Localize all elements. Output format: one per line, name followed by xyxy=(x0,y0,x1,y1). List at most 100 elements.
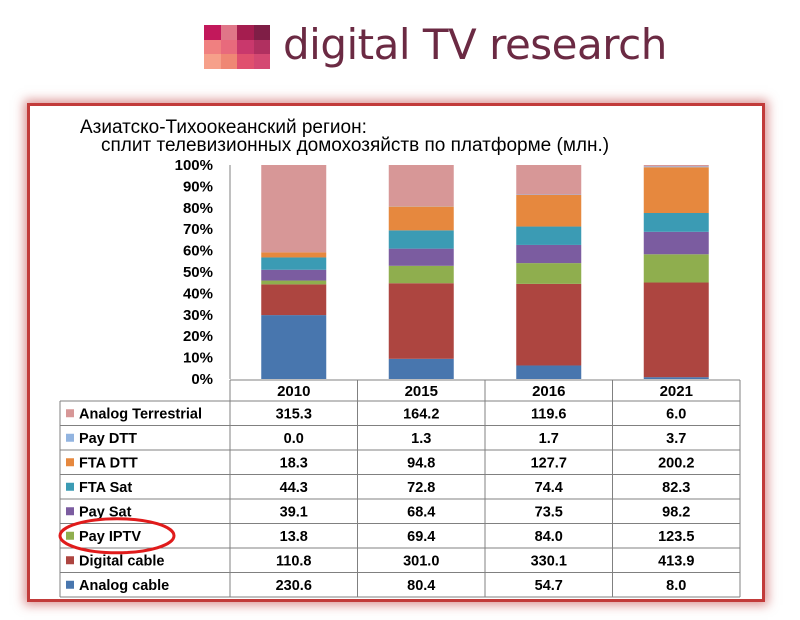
x-category-label: 2021 xyxy=(660,383,693,400)
logo-square xyxy=(204,25,221,40)
legend-swatch xyxy=(66,507,74,516)
logo-square xyxy=(253,25,270,40)
data-label: 110.8 xyxy=(276,553,312,569)
data-label: 123.5 xyxy=(658,529,694,545)
bar-segment xyxy=(261,284,327,316)
bar-segment xyxy=(388,265,454,284)
legend-swatch xyxy=(66,482,74,491)
data-label: 164.2 xyxy=(403,406,439,422)
bar-segment xyxy=(516,283,582,366)
data-label: 98.2 xyxy=(662,504,690,520)
y-tick-label: 10% xyxy=(183,350,213,367)
data-label: 18.3 xyxy=(280,455,308,471)
bar-segment xyxy=(643,166,709,168)
y-tick-label: 70% xyxy=(183,221,213,238)
bar-segment xyxy=(516,226,582,245)
bar-segment xyxy=(643,167,709,214)
x-category-label: 2016 xyxy=(532,383,565,400)
chart-title-line1: Азиатско-Тихоокеанский регион: xyxy=(80,117,367,138)
bar-segment xyxy=(643,254,709,283)
data-label: 72.8 xyxy=(407,480,435,496)
bar-segment xyxy=(261,315,327,379)
y-tick-label: 50% xyxy=(183,264,213,281)
logo-square xyxy=(204,39,221,55)
legend-swatch xyxy=(66,458,74,467)
bar-segment xyxy=(643,165,709,167)
legend-swatch xyxy=(66,531,74,540)
logo-square xyxy=(237,54,254,69)
data-label: 54.7 xyxy=(535,578,563,594)
data-label: 82.3 xyxy=(662,480,690,496)
legend-swatch xyxy=(66,580,74,589)
bar-segment xyxy=(516,263,582,284)
bar-segment xyxy=(261,269,327,281)
legend-label: Digital cable xyxy=(79,553,164,569)
data-label: 330.1 xyxy=(531,553,567,569)
data-label: 1.7 xyxy=(539,431,559,447)
legend-swatch xyxy=(66,409,74,418)
y-tick-label: 40% xyxy=(183,285,213,302)
data-label: 74.4 xyxy=(535,480,563,496)
brand-name: digital TV research xyxy=(283,20,667,69)
logo-square xyxy=(253,54,270,69)
x-category-label: 2010 xyxy=(277,383,310,400)
bar-segment xyxy=(388,165,454,207)
legend-label: Analog Terrestrial xyxy=(79,406,202,422)
bar-segment xyxy=(261,280,327,285)
logo-square xyxy=(204,54,221,69)
legend-label: Pay DTT xyxy=(79,431,137,447)
bar-segment xyxy=(261,257,327,270)
logo-square xyxy=(220,39,237,55)
legend-swatch xyxy=(66,433,74,442)
bar-segment xyxy=(516,194,582,227)
chart-title-line2: сплит телевизионных домохозяйств по плат… xyxy=(101,135,610,156)
data-label: 0.0 xyxy=(284,431,304,447)
data-label: 13.8 xyxy=(280,529,308,545)
highlight-ellipse xyxy=(58,517,176,555)
bar-segment xyxy=(388,206,454,231)
data-label: 94.8 xyxy=(407,455,435,471)
data-label: 6.0 xyxy=(666,406,686,422)
data-label: 73.5 xyxy=(535,504,563,520)
y-tick-label: 0% xyxy=(191,371,213,388)
y-tick-label: 100% xyxy=(175,157,213,174)
bar-segment xyxy=(388,230,454,249)
data-label: 39.1 xyxy=(280,504,308,520)
legend-label: Pay Sat xyxy=(79,504,132,520)
data-label: 413.9 xyxy=(658,553,694,569)
bar-segment xyxy=(261,252,327,258)
bar-segment xyxy=(643,213,709,232)
legend-label: FTA DTT xyxy=(79,455,138,471)
data-label: 80.4 xyxy=(407,578,435,594)
data-label: 127.7 xyxy=(531,455,567,471)
bar-segment xyxy=(516,244,582,264)
data-label: 69.4 xyxy=(407,529,435,545)
logo-square xyxy=(237,39,254,55)
x-category-label: 2015 xyxy=(405,383,438,400)
bar-segment xyxy=(388,248,454,266)
legend-swatch xyxy=(66,556,74,565)
data-label: 119.6 xyxy=(531,406,567,422)
data-label: 68.4 xyxy=(407,504,435,520)
data-label: 44.3 xyxy=(280,480,308,496)
data-label: 1.3 xyxy=(411,431,431,447)
header: digital TV research xyxy=(0,0,800,90)
data-label: 301.0 xyxy=(403,553,439,569)
legend-label: FTA Sat xyxy=(79,480,132,496)
logo-square xyxy=(253,39,270,55)
y-tick-label: 30% xyxy=(183,307,213,324)
y-tick-label: 20% xyxy=(183,328,213,345)
bar-segment xyxy=(516,165,582,195)
logo-square xyxy=(237,25,254,40)
data-label: 3.7 xyxy=(666,431,686,447)
y-tick-label: 80% xyxy=(183,200,213,217)
bar-segment xyxy=(516,365,582,379)
bar-segment xyxy=(388,358,454,379)
data-label: 84.0 xyxy=(535,529,563,545)
bar-segment xyxy=(643,231,709,255)
data-label: 315.3 xyxy=(276,406,312,422)
legend-label: Analog cable xyxy=(79,578,169,594)
logo-square xyxy=(220,25,237,40)
legend-label: Pay IPTV xyxy=(79,529,141,545)
